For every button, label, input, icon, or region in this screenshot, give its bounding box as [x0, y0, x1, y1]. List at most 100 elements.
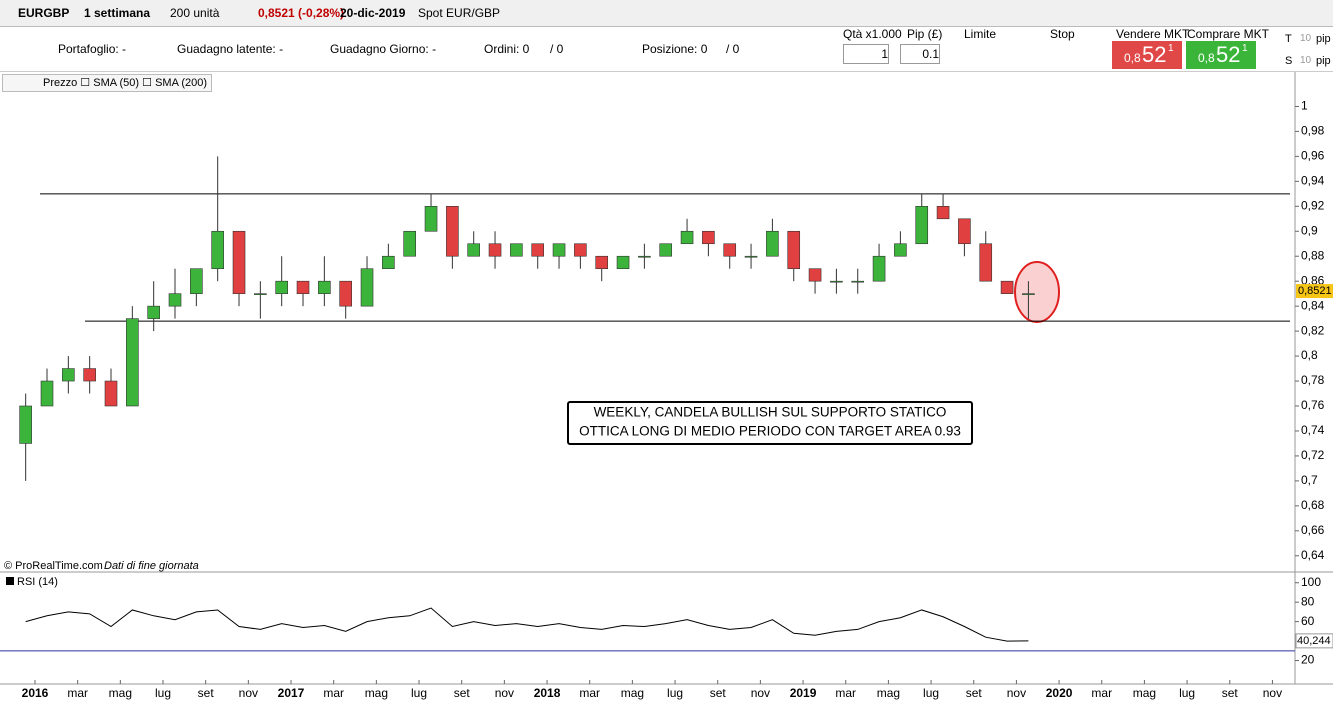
y-tick-label: 0,9 [1301, 223, 1318, 237]
candle-body [510, 243, 523, 257]
candle-body [296, 280, 310, 294]
candle-body [766, 230, 779, 257]
candle-body [531, 243, 545, 257]
y-tick-label: 0,94 [1301, 174, 1325, 188]
y-tick-label: 0,64 [1301, 548, 1325, 562]
candle-body [147, 305, 160, 319]
instrument: Spot EUR/GBP [418, 6, 501, 20]
candle-body [979, 243, 993, 282]
account-bar: Portafoglio: - Guadagno latente: - Guada… [0, 27, 1333, 72]
annotation: WEEKLY, CANDELA BULLISH SUL SUPPORTO STA… [594, 405, 947, 420]
buy-button[interactable]: 0,8 52 1 [1186, 41, 1256, 69]
candle-body [446, 206, 459, 257]
x-tick-label: mag [109, 686, 132, 700]
y-tick-label: 0,74 [1301, 423, 1325, 437]
candle-body [360, 268, 374, 307]
y-tick-label: 80 [1301, 594, 1315, 608]
last-price: 0,8521 [1298, 285, 1332, 297]
qty-input[interactable]: 1 [843, 44, 889, 64]
legend-item[interactable]: SMA (200) [155, 77, 208, 89]
x-tick-label: nov [751, 686, 770, 700]
x-tick-label: 2020 [1046, 686, 1073, 700]
buy-price: 0,8 [1198, 51, 1215, 65]
candle-body [851, 280, 865, 283]
y-tick-label: 0,84 [1301, 298, 1325, 312]
x-tick-label: mag [621, 686, 644, 700]
candle-body [915, 206, 929, 245]
limit: Limite [964, 27, 997, 41]
x-tick-label: nov [1007, 686, 1026, 700]
rsi-icon [6, 577, 14, 585]
credit: © ProRealTime.com [4, 560, 103, 572]
candle-body [872, 255, 886, 282]
x-tick-label: nov [1263, 686, 1282, 700]
legend-item[interactable]: SMA (50) [93, 77, 140, 89]
candle-body [638, 255, 651, 258]
candle-body [936, 206, 950, 220]
candle-body [254, 293, 267, 295]
x-tick-label: lug [667, 686, 683, 700]
candle-body [382, 255, 395, 270]
candle-body [19, 405, 32, 444]
candle-body [275, 280, 288, 294]
candle-body [680, 230, 694, 245]
x-tick-label: 2018 [534, 686, 561, 700]
pips[interactable]: 10 [1300, 33, 1312, 44]
units[interactable]: 200 unità [170, 6, 220, 20]
y-tick-label: 0,88 [1301, 248, 1325, 262]
x-tick-label: mar [579, 686, 600, 700]
date: 20-dic-2019 [340, 6, 406, 20]
candle-body [894, 243, 907, 257]
chart-bg [0, 72, 1333, 707]
sell-price: 1 [1168, 43, 1174, 54]
qty-label: Qtà x1.000 [843, 27, 902, 41]
candle-body [424, 206, 438, 232]
s[interactable]: S [1285, 55, 1293, 67]
pip-input[interactable]: 0.1 [900, 44, 940, 64]
legend: Prezzo ☐ SMA (50) ☐ SMA (200) [2, 74, 213, 92]
pips[interactable]: 10 [1300, 55, 1312, 66]
latent: Guadagno latente: - [177, 42, 284, 56]
buy-price: 1 [1242, 43, 1248, 54]
x-tick-label: mar [1091, 686, 1112, 700]
y-tick-label: 20 [1301, 653, 1315, 667]
symbol[interactable]: EURGBP [18, 6, 70, 20]
y-tick-label: 60 [1301, 614, 1315, 628]
day-gain: Guadagno Giorno: - [330, 42, 437, 56]
last-price-box [1296, 284, 1333, 299]
candle-body [62, 368, 75, 382]
candle-body [488, 243, 502, 257]
y-tick-label: 0,86 [1301, 273, 1325, 287]
y-tick-label: 0,96 [1301, 149, 1325, 163]
legend-item[interactable]: Prezzo [43, 77, 78, 89]
y-tick-label: 0,82 [1301, 323, 1325, 337]
t[interactable]: T [1285, 33, 1292, 45]
candle-body [659, 243, 673, 257]
rsi-last: 40,244 [1297, 635, 1331, 647]
candle-body [403, 230, 416, 257]
credit: Dati di fine giornata [104, 560, 199, 572]
orders: Ordini: 0 [484, 42, 530, 56]
buy-label: Comprare MKT [1187, 27, 1270, 41]
x-tick-label: 2017 [278, 686, 305, 700]
candle-body [1000, 280, 1014, 294]
x-tick-label: 2016 [22, 686, 49, 700]
y-tick-label: 0,92 [1301, 198, 1325, 212]
annotation-box [567, 401, 973, 445]
stop: Stop [1050, 27, 1075, 41]
candle-body [318, 280, 331, 294]
x-tick-label: mar [323, 686, 344, 700]
candle-body [126, 318, 139, 407]
sell-price: 0,8 [1124, 51, 1141, 65]
period[interactable]: 1 settimana [84, 6, 151, 20]
buy-price: 52 [1216, 42, 1241, 67]
candle-body [339, 280, 352, 307]
position: Posizione: 0 [642, 42, 708, 56]
candle-body [1022, 293, 1035, 295]
candle-body [808, 268, 822, 282]
candle-body [958, 218, 971, 245]
sell-button[interactable]: 0,8 52 1 [1112, 41, 1182, 69]
x-tick-label: set [454, 686, 471, 700]
